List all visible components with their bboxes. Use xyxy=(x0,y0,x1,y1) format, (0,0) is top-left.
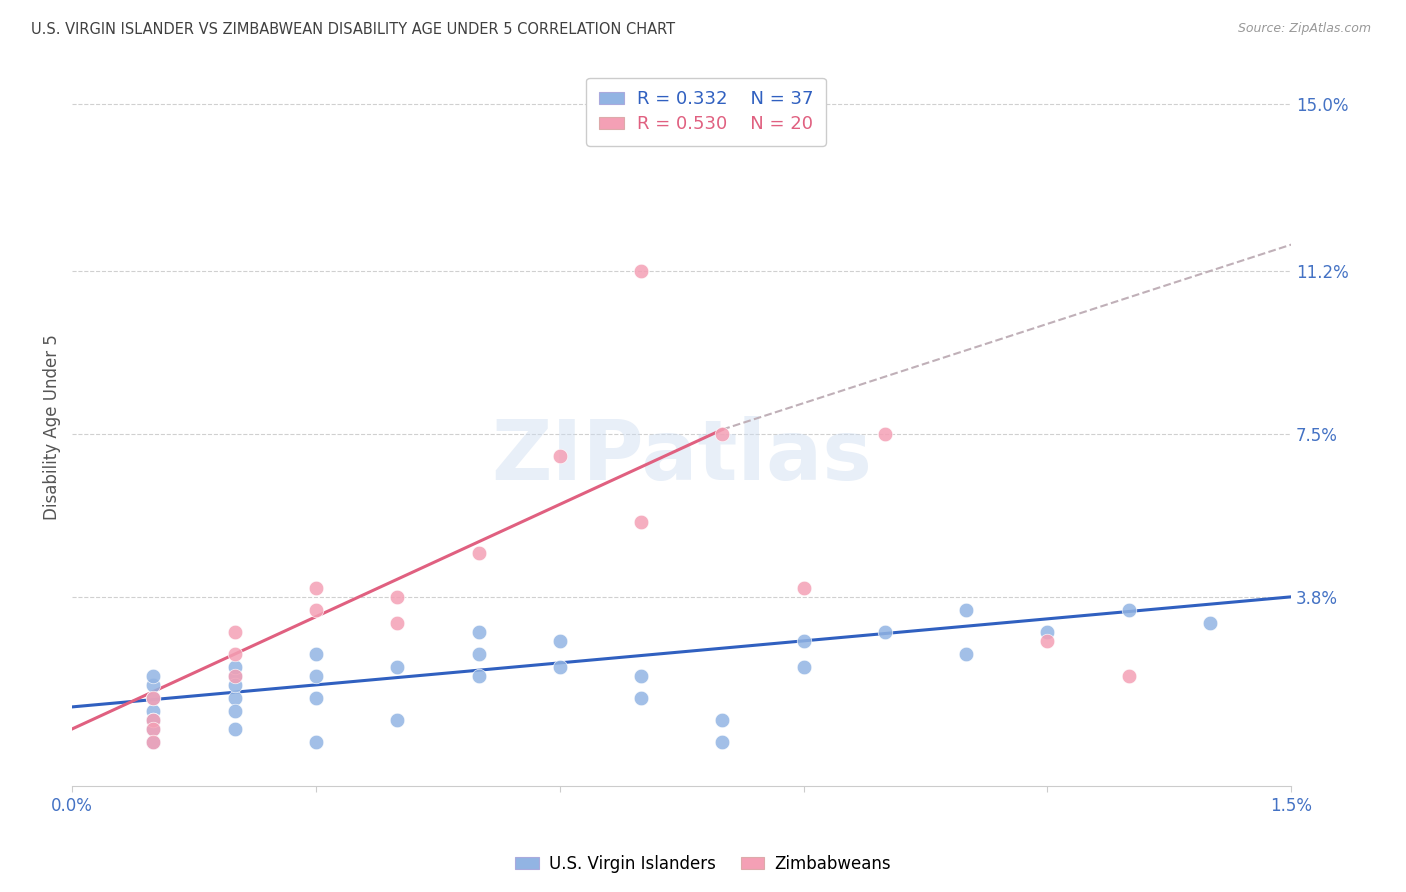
Point xyxy=(793,633,815,648)
Point xyxy=(224,669,246,683)
Point xyxy=(224,647,246,661)
Point xyxy=(142,704,165,718)
Point xyxy=(873,426,896,441)
Point xyxy=(224,691,246,706)
Point xyxy=(711,735,734,749)
Point xyxy=(711,426,734,441)
Point xyxy=(224,669,246,683)
Point xyxy=(142,735,165,749)
Point xyxy=(955,603,977,617)
Point xyxy=(548,633,571,648)
Point xyxy=(305,691,328,706)
Legend: R = 0.332    N = 37, R = 0.530    N = 20: R = 0.332 N = 37, R = 0.530 N = 20 xyxy=(586,78,825,146)
Point xyxy=(1036,633,1059,648)
Point xyxy=(142,722,165,736)
Point xyxy=(711,713,734,727)
Point xyxy=(955,647,977,661)
Point xyxy=(142,722,165,736)
Point xyxy=(387,660,409,674)
Point xyxy=(142,713,165,727)
Point xyxy=(142,669,165,683)
Point xyxy=(142,735,165,749)
Legend: U.S. Virgin Islanders, Zimbabweans: U.S. Virgin Islanders, Zimbabweans xyxy=(509,848,897,880)
Point xyxy=(873,625,896,640)
Point xyxy=(793,581,815,595)
Point xyxy=(142,691,165,706)
Point xyxy=(387,590,409,604)
Point xyxy=(142,713,165,727)
Point xyxy=(305,581,328,595)
Text: ZIPatlas: ZIPatlas xyxy=(491,416,872,497)
Point xyxy=(1118,603,1140,617)
Point xyxy=(305,735,328,749)
Point xyxy=(630,669,652,683)
Point xyxy=(305,647,328,661)
Point xyxy=(224,704,246,718)
Point xyxy=(305,603,328,617)
Point xyxy=(224,625,246,640)
Point xyxy=(142,713,165,727)
Point xyxy=(224,678,246,692)
Point xyxy=(1118,669,1140,683)
Point xyxy=(1199,616,1222,631)
Point xyxy=(387,616,409,631)
Point xyxy=(387,713,409,727)
Point xyxy=(467,669,489,683)
Point xyxy=(467,625,489,640)
Point xyxy=(1036,625,1059,640)
Text: Source: ZipAtlas.com: Source: ZipAtlas.com xyxy=(1237,22,1371,36)
Point xyxy=(548,449,571,463)
Point xyxy=(630,264,652,278)
Point xyxy=(224,660,246,674)
Point xyxy=(630,515,652,529)
Point xyxy=(224,722,246,736)
Point xyxy=(467,647,489,661)
Point xyxy=(793,660,815,674)
Point xyxy=(467,546,489,560)
Point xyxy=(142,691,165,706)
Y-axis label: Disability Age Under 5: Disability Age Under 5 xyxy=(44,334,60,520)
Point xyxy=(548,660,571,674)
Point xyxy=(305,669,328,683)
Point xyxy=(142,678,165,692)
Point xyxy=(630,691,652,706)
Text: U.S. VIRGIN ISLANDER VS ZIMBABWEAN DISABILITY AGE UNDER 5 CORRELATION CHART: U.S. VIRGIN ISLANDER VS ZIMBABWEAN DISAB… xyxy=(31,22,675,37)
